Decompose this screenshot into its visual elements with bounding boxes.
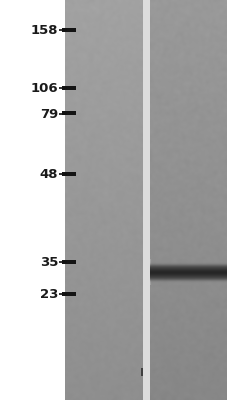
Text: 106: 106 <box>30 82 58 94</box>
Text: 35: 35 <box>39 256 58 268</box>
Text: 158: 158 <box>30 24 58 36</box>
Text: 79: 79 <box>39 108 58 120</box>
Text: 48: 48 <box>39 168 58 180</box>
Text: 23: 23 <box>39 288 58 300</box>
